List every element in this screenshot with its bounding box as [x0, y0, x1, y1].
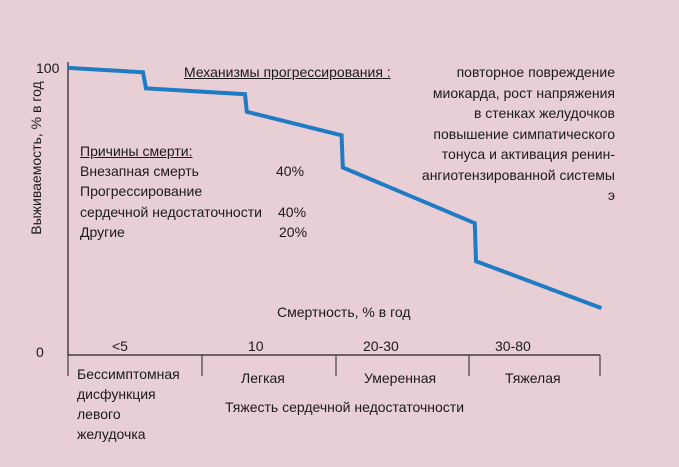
mechanisms-line: в стенках желудочков — [473, 105, 615, 121]
mechanisms-line: тонуса и активация ренин- — [441, 146, 615, 162]
cause-label: Внезапная смерть — [80, 163, 199, 179]
mechanisms-line: повышение симпатического — [433, 125, 615, 142]
severity-category: Легкая — [241, 370, 285, 386]
cause-value: 40% — [276, 163, 305, 179]
y-tick-label-0: 0 — [36, 344, 44, 360]
mortality-value: 30-80 — [495, 338, 531, 354]
mechanisms-title: Механизмы прогрессирования : — [184, 64, 391, 80]
mortality-value: 10 — [248, 338, 264, 354]
x-axis-label: Тяжесть сердечной недостаточности — [225, 399, 465, 415]
series-line-survival — [67, 65, 603, 310]
mechanisms-line: э — [607, 187, 615, 203]
mortality-label: Смертность, % в год — [277, 304, 411, 320]
mechanisms-line: ангиотензированной системы — [421, 166, 615, 183]
cause-value: 20% — [279, 224, 308, 240]
severity-category: Тяжелая — [505, 370, 561, 386]
severity-category: Бессимптомная дисфункция левого желудочк… — [77, 366, 180, 442]
cause-label: Прогрессирование — [80, 183, 203, 199]
cause-label: сердечной недостаточности — [80, 204, 262, 220]
causes-title: Причины смерти: — [80, 143, 193, 159]
mechanisms-line: миокарда, рост напряжения — [432, 84, 615, 101]
mechanisms-text: повторное повреждение миокарда, рост нап… — [422, 62, 615, 206]
severity-category: Умеренная — [364, 370, 437, 386]
cause-value: 40% — [278, 204, 307, 220]
cause-label: Другие — [80, 224, 125, 240]
y-tick-label-100: 100 — [36, 60, 60, 76]
mechanisms-line: повторное повреждение — [456, 64, 615, 80]
mortality-value: <5 — [112, 338, 128, 354]
mortality-value: 20-30 — [363, 338, 399, 354]
